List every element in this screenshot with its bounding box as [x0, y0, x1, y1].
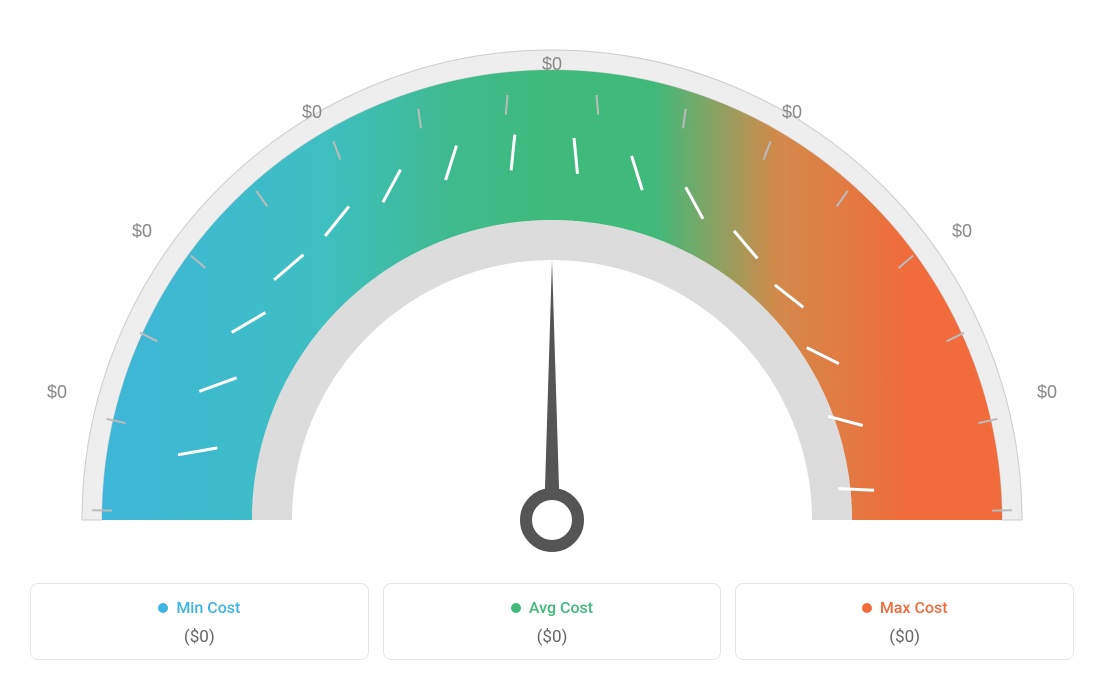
tick-label-5: $0	[952, 221, 972, 241]
legend-value-min: ($0)	[41, 627, 358, 647]
chart-container: $0 $0 $0 $0 $0 $0 $0 Min Cost ($0)	[0, 0, 1104, 690]
legend-card-min: Min Cost ($0)	[30, 583, 369, 660]
legend-row: Min Cost ($0) Avg Cost ($0) Max Cost ($0…	[30, 583, 1074, 660]
legend-label-min: Min Cost	[41, 598, 358, 617]
legend-dot-avg	[511, 603, 521, 613]
legend-card-max: Max Cost ($0)	[735, 583, 1074, 660]
tick-label-1: $0	[132, 221, 152, 241]
legend-label-max: Max Cost	[746, 598, 1063, 617]
tick-label-6: $0	[1037, 382, 1057, 402]
tick-label-2: $0	[302, 102, 322, 122]
legend-label-avg-text: Avg Cost	[529, 598, 593, 617]
tick-label-0: $0	[47, 382, 67, 402]
legend-card-avg: Avg Cost ($0)	[383, 583, 722, 660]
legend-dot-max	[862, 603, 872, 613]
legend-value-max: ($0)	[746, 627, 1063, 647]
tick-label-4: $0	[782, 102, 802, 122]
legend-label-min-text: Min Cost	[176, 598, 240, 617]
tick-label-3: $0	[542, 54, 562, 74]
legend-label-max-text: Max Cost	[880, 598, 948, 617]
gauge-svg: $0 $0 $0 $0 $0 $0 $0	[42, 20, 1062, 580]
legend-value-avg: ($0)	[394, 627, 711, 647]
legend-dot-min	[158, 603, 168, 613]
gauge: $0 $0 $0 $0 $0 $0 $0	[42, 20, 1062, 580]
legend-label-avg: Avg Cost	[394, 598, 711, 617]
